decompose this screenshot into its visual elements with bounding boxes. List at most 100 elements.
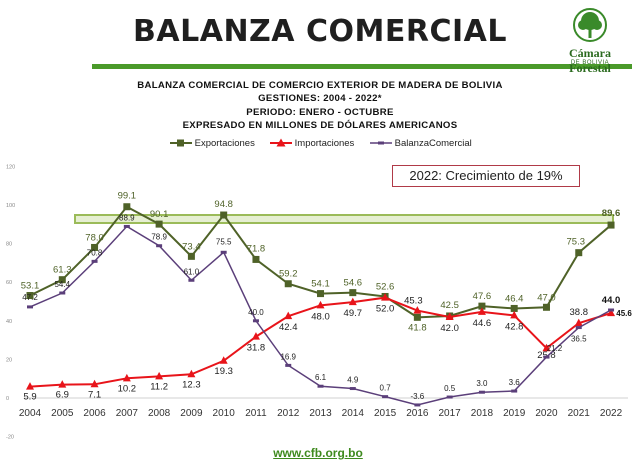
legend-swatch-exportaciones <box>170 139 192 147</box>
y-tick-label: -20 <box>6 435 14 441</box>
y-tick-label: 100 <box>6 203 15 209</box>
y-tick-label: 60 <box>6 280 12 286</box>
chart-subtitle-2: PERIODO: ENERO - OCTUBRE <box>246 106 394 118</box>
x-tick-label: 2004 <box>19 408 42 419</box>
legend-label-exportaciones: Exportaciones <box>194 138 255 149</box>
data-point <box>542 343 551 352</box>
data-point <box>122 373 131 382</box>
data-label: 78.9 <box>151 233 167 242</box>
page-title: BALANZA COMERCIAL <box>133 14 507 49</box>
y-axis: -20 0 20 40 60 80 100 120 <box>6 164 15 440</box>
data-label: 7.1 <box>88 389 101 400</box>
x-tick-label: 2007 <box>116 408 139 419</box>
data-label: 42.4 <box>279 322 298 333</box>
data-label: 49.7 <box>344 308 363 319</box>
logo-subtitle: DE BOLIVIA <box>570 60 610 66</box>
growth-callout: 2022: Crecimiento de 19% <box>392 165 580 187</box>
data-label: -3.6 <box>410 392 424 401</box>
data-point <box>510 304 518 312</box>
data-label: 54.6 <box>344 278 363 289</box>
data-label: 41.8 <box>408 322 427 333</box>
data-point <box>381 293 390 301</box>
title-underline <box>92 64 632 69</box>
data-point <box>542 303 550 311</box>
data-label: 3.6 <box>509 378 521 387</box>
data-point <box>413 313 421 321</box>
data-point <box>187 252 195 260</box>
x-tick-label: 2015 <box>374 408 397 419</box>
data-point <box>187 369 196 378</box>
y-tick-label: 20 <box>6 357 12 363</box>
data-point <box>317 290 325 298</box>
data-label: 53.1 <box>21 281 40 292</box>
data-label: 94.8 <box>214 199 233 210</box>
data-point <box>349 289 357 297</box>
data-label: 61.3 <box>53 265 72 276</box>
data-label: 47.0 <box>537 292 556 303</box>
x-tick-label: 2012 <box>277 408 300 419</box>
data-point <box>252 255 260 263</box>
data-label: 75.5 <box>216 237 232 246</box>
data-label: 10.2 <box>118 383 137 394</box>
data-label: 61.0 <box>184 267 200 276</box>
legend-item-balanza: BalanzaComercial <box>370 138 472 149</box>
legend-item-exportaciones: Exportaciones <box>170 138 255 149</box>
data-label: 40.0 <box>248 308 264 317</box>
data-label: 52.0 <box>376 304 395 315</box>
legend-swatch-balanza <box>370 141 392 145</box>
data-label: 44.6 <box>473 318 492 329</box>
data-label: 88.9 <box>119 213 135 222</box>
y-tick-label: 40 <box>6 319 12 325</box>
data-label: 90.1 <box>150 209 169 220</box>
x-tick-label: 2021 <box>568 408 591 419</box>
data-label: 19.3 <box>214 366 233 377</box>
x-tick-label: 2010 <box>213 408 236 419</box>
y-tick-label: 120 <box>6 164 15 170</box>
data-label: 44.0 <box>602 295 621 306</box>
x-tick-label: 2019 <box>503 408 526 419</box>
data-point <box>607 221 615 229</box>
x-tick-label: 2005 <box>51 408 74 419</box>
data-point <box>26 382 34 390</box>
chart-title: BALANZA COMERCIAL DE COMERCIO EXTERIOR D… <box>137 80 503 91</box>
data-point <box>123 203 131 211</box>
data-label: 16.9 <box>280 352 296 361</box>
data-point <box>155 220 163 228</box>
data-label: 0.5 <box>444 384 456 393</box>
data-point <box>510 310 519 319</box>
data-point <box>91 243 99 251</box>
legend-swatch-importaciones <box>270 138 292 147</box>
data-point <box>220 211 228 219</box>
data-label: 36.5 <box>571 335 587 344</box>
x-tick-label: 2013 <box>309 408 332 419</box>
data-label: 38.8 <box>570 307 589 318</box>
logo-name: Cámara Forestal <box>569 46 611 75</box>
data-label: 71.8 <box>247 243 266 254</box>
data-label: 73.4 <box>182 241 201 252</box>
data-label: 45.3 <box>404 296 423 307</box>
data-point <box>477 307 486 315</box>
x-tick-label: 2009 <box>180 408 203 419</box>
x-tick-label: 2011 <box>245 408 267 419</box>
y-tick-label: 0 <box>6 396 9 402</box>
data-label: 48.0 <box>311 311 330 322</box>
data-label: 54.4 <box>54 280 70 289</box>
legend-label-importaciones: Importaciones <box>294 138 355 149</box>
x-tick-label: 2020 <box>535 408 558 419</box>
data-label: 78.0 <box>85 232 104 243</box>
x-tick-label: 2017 <box>439 408 462 419</box>
logo: Cámara Forestal DE BOLIVIA <box>550 8 630 75</box>
footer-link[interactable]: www.cfb.org.bo <box>273 446 363 460</box>
data-point <box>445 312 454 320</box>
legend-label-balanza: BalanzaComercial <box>394 138 472 149</box>
chart-subtitle-3: EXPRESADO EN MILLONES DE DÓLARES AMERICA… <box>182 119 458 131</box>
y-tick-label: 80 <box>6 242 12 248</box>
data-point <box>575 249 583 257</box>
data-point <box>251 332 260 340</box>
data-point <box>478 302 486 310</box>
chart-heading: BALANZA COMERCIAL DE COMERCIO EXTERIOR D… <box>60 79 580 132</box>
data-label: 5.9 <box>23 392 36 403</box>
data-label: 31.8 <box>247 343 266 354</box>
data-label: 0.7 <box>380 384 392 393</box>
